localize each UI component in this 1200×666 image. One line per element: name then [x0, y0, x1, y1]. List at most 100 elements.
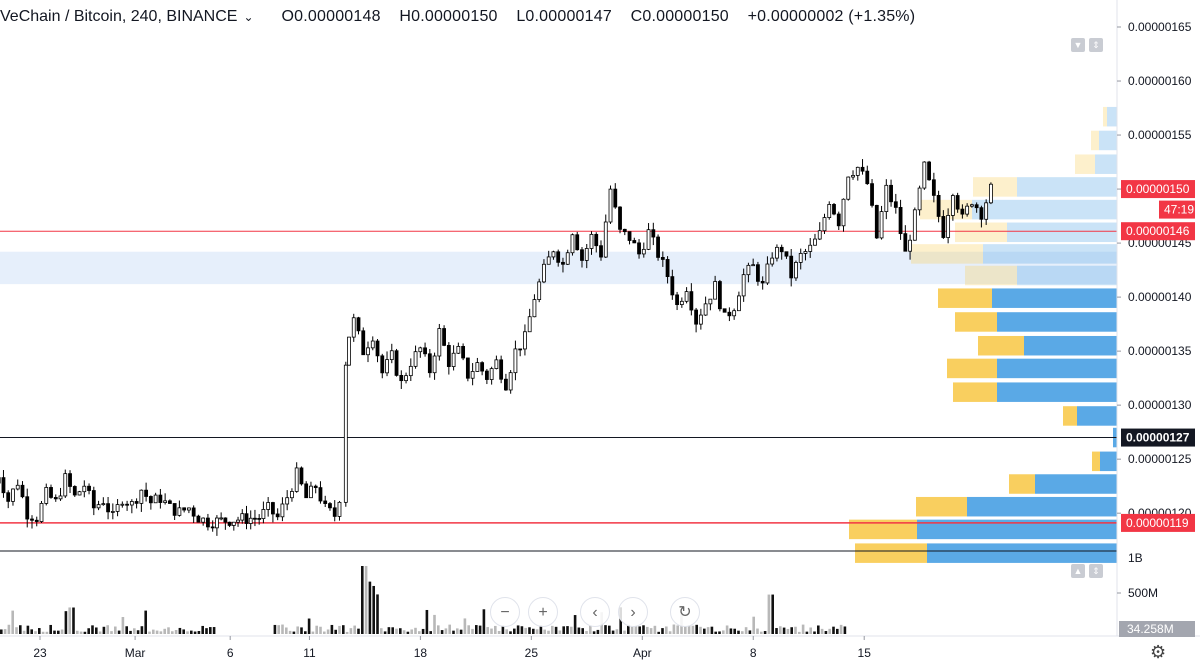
volume-bar — [615, 629, 619, 634]
volume-bar — [532, 628, 535, 634]
symbol-title[interactable]: VeChain / Bitcoin, 240, BINANCE — [0, 8, 238, 25]
candle-body — [328, 503, 332, 509]
candle-body — [129, 501, 134, 506]
volume-bar — [391, 627, 394, 634]
volume-profile-sell-0 — [1103, 106, 1107, 127]
candle-body — [694, 309, 699, 325]
candle-body — [49, 487, 53, 498]
candle-body — [770, 257, 775, 265]
volume-profile-sell-12 — [953, 382, 997, 402]
volume-bar — [672, 624, 676, 634]
volume-bar — [562, 626, 565, 634]
time-tick-label: 6 — [227, 646, 234, 660]
candle-body — [227, 521, 232, 526]
candle-body — [148, 496, 153, 504]
volume-bar — [820, 628, 824, 634]
candle-body — [347, 336, 351, 366]
volume-profile-sell-5 — [955, 222, 1007, 243]
candle-body — [356, 317, 361, 332]
volume-bar — [801, 624, 805, 634]
candle-body — [361, 330, 366, 356]
volume-bar — [152, 629, 155, 634]
zoom-in-button[interactable]: + — [528, 597, 558, 627]
candle-body — [660, 257, 665, 260]
candle-body — [870, 183, 874, 206]
volume-bar — [110, 631, 113, 634]
volume-bar — [334, 629, 337, 634]
candle-body — [865, 170, 870, 185]
volume-bar — [486, 627, 489, 634]
time-tick-label: Apr — [633, 646, 652, 660]
collapse-pane-icon[interactable]: ▼ — [1071, 38, 1085, 52]
volume-bar — [380, 628, 383, 634]
gear-icon[interactable]: ⚙ — [1150, 642, 1167, 662]
volume-bar — [665, 626, 668, 634]
volume-bar — [524, 627, 527, 634]
candle-body — [989, 183, 993, 204]
candle-body — [698, 314, 703, 325]
volume-bar — [60, 629, 64, 634]
volume-bar — [64, 611, 68, 634]
scroll-right-button[interactable]: › — [618, 597, 648, 627]
candle-body — [236, 519, 240, 523]
volume-bar — [30, 629, 33, 634]
volume-bar — [627, 624, 630, 634]
volume-bar — [589, 625, 592, 634]
volume-bar — [733, 628, 736, 634]
chart-navigation-toolbar: − + ‹ › ↻ — [490, 597, 700, 627]
volume-bar — [695, 624, 698, 634]
volume-bar — [117, 630, 121, 634]
candle-body — [53, 497, 58, 500]
price-tick-label: 0.00000130 — [1128, 398, 1192, 412]
volume-bar — [361, 566, 364, 634]
volume-bar — [509, 631, 512, 634]
zoom-out-button[interactable]: − — [490, 597, 520, 627]
volume-bar — [406, 631, 410, 634]
maximize-pane-icon[interactable]: ⇕ — [1089, 38, 1103, 52]
candle-body — [25, 496, 30, 520]
volume-bar — [703, 628, 706, 634]
volume-bar — [482, 609, 486, 634]
candle-body — [841, 198, 846, 227]
volume-bar — [756, 628, 759, 634]
volume-bar — [725, 625, 729, 634]
volume-bar — [699, 626, 702, 634]
volume-bar — [144, 610, 147, 634]
reset-chart-button[interactable]: ↻ — [670, 597, 700, 627]
volume-bar — [178, 627, 182, 634]
volume-profile-buy-0 — [1107, 106, 1117, 127]
candle-body — [115, 504, 120, 512]
candle-body — [542, 263, 546, 283]
volume-bar — [372, 585, 375, 634]
price-tick-label: 0.00000160 — [1128, 74, 1192, 88]
volume-profile-buy-3 — [1017, 177, 1117, 197]
volume-bar — [843, 626, 847, 634]
candle-body — [675, 294, 679, 305]
volume-profile-sell-17 — [916, 496, 967, 517]
volume-maximize-icon[interactable]: ⇕ — [1089, 564, 1103, 578]
volume-bar — [684, 626, 687, 634]
candle-body — [489, 368, 494, 380]
volume-bar — [277, 625, 280, 634]
candle-body — [11, 488, 15, 502]
volume-profile-buy-1 — [1099, 130, 1117, 151]
volume-profile-sell-10 — [978, 335, 1024, 356]
volume-bar — [805, 631, 809, 634]
candle-body — [603, 221, 608, 258]
volume-collapse-icon[interactable]: ▲ — [1071, 564, 1085, 578]
scroll-left-button[interactable]: ‹ — [580, 597, 610, 627]
candle-body — [584, 248, 589, 261]
volume-bar — [345, 631, 349, 634]
price-label: 0.00000150 — [1126, 182, 1190, 196]
chart-legend: VeChain / Bitcoin, 240, BINANCE ⌄ O0.000… — [0, 6, 929, 28]
volume-profile-buy-10 — [1024, 335, 1117, 356]
chevron-down-icon[interactable]: ⌄ — [243, 10, 254, 24]
time-tick-label: 15 — [858, 646, 872, 660]
candle-body — [63, 473, 68, 497]
volume-bar — [676, 625, 679, 634]
volume-bar — [760, 631, 763, 634]
candle-body — [253, 517, 257, 520]
ohlc-values: O0.00000148 H0.00000150 L0.00000147 C0.0… — [282, 8, 930, 26]
candle-body — [746, 264, 751, 276]
